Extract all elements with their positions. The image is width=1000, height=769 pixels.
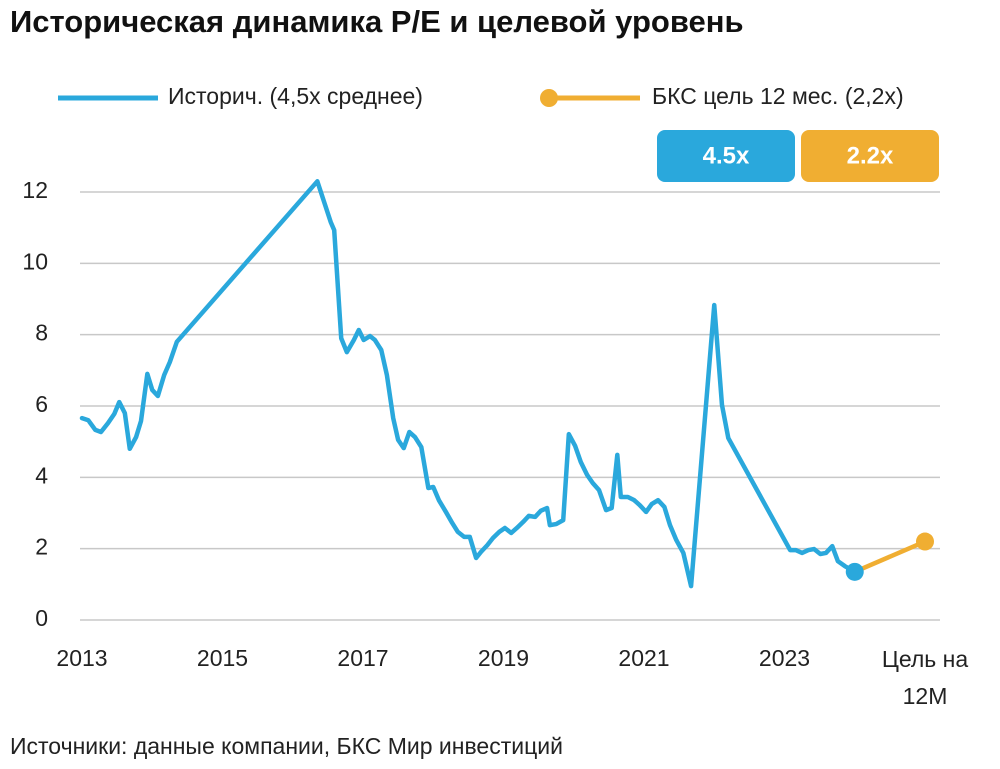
x-tick-label: 2013 (56, 645, 107, 671)
legend-label: БКС цель 12 мес. (2,2х) (652, 83, 904, 109)
badge-label: 4.5x (703, 142, 750, 169)
y-tick-label: 8 (35, 320, 48, 346)
y-tick-label: 0 (35, 605, 48, 631)
y-tick-label: 4 (35, 462, 48, 488)
end-marker (916, 532, 934, 551)
x-tick-label: 2021 (618, 645, 669, 671)
legend-marker (540, 89, 558, 107)
x-tick-label: 2019 (478, 645, 529, 671)
badge (801, 130, 939, 182)
y-tick-label: 12 (22, 177, 48, 203)
x-tick-label: Цель на 12М (881, 646, 969, 709)
legend-label: Историч. (4,5х среднее) (168, 83, 423, 109)
badge-label: 2.2x (847, 142, 894, 169)
series-line (79, 179, 857, 589)
y-tick-label: 6 (35, 391, 48, 417)
x-tick-label: 2015 (197, 645, 248, 671)
end-marker (845, 562, 864, 581)
chart-title: Историческая динамика P/E и целевой уров… (10, 4, 744, 39)
y-tick-label: 2 (35, 534, 48, 560)
y-tick-label: 10 (22, 248, 48, 274)
source-note: Источники: данные компании, БКС Мир инве… (10, 733, 563, 759)
x-tick-label: 2023 (759, 645, 810, 671)
series-line (852, 539, 928, 575)
x-tick-label: 2017 (337, 645, 388, 671)
badge (657, 130, 795, 182)
